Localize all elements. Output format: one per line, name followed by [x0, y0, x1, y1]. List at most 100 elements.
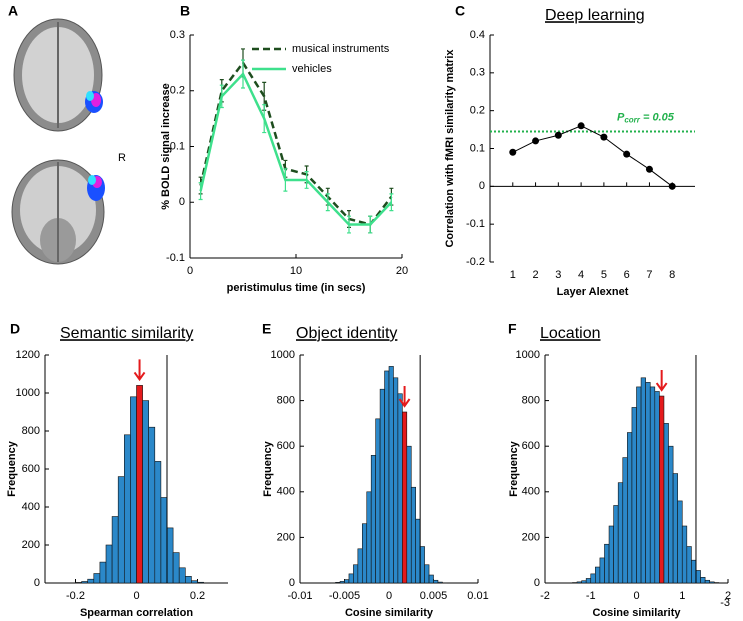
legend-label: musical instruments — [292, 43, 390, 55]
x-tick-label: 0 — [133, 590, 139, 602]
histogram-bar — [709, 581, 715, 584]
histogram-bar — [406, 445, 412, 584]
error-bar — [389, 193, 394, 212]
histogram-bar — [393, 377, 399, 584]
histogram-bar — [197, 581, 204, 584]
x-axis-label: Spearman correlation — [80, 607, 193, 619]
chart-title: Location — [540, 325, 601, 342]
histogram-bar — [388, 366, 394, 584]
activation — [86, 91, 94, 101]
histogram-bar — [686, 546, 692, 584]
histogram-bar — [649, 386, 656, 584]
data-point — [668, 182, 676, 190]
threshold-label: Pcorr = 0.05 — [617, 111, 675, 124]
y-tick-label: 800 — [277, 395, 295, 407]
histogram-bar — [691, 559, 697, 584]
x-axis-label: Cosine similarity — [592, 607, 681, 619]
histogram-bar — [604, 543, 610, 584]
series-line — [512, 125, 673, 187]
x-tick-label: -0.005 — [329, 590, 360, 602]
histogram-bar — [124, 434, 131, 584]
histogram-bar — [379, 388, 385, 584]
error-bar — [304, 170, 309, 189]
y-tick-label: 1000 — [16, 387, 40, 399]
histogram-bar — [375, 418, 381, 584]
histogram-bar — [677, 500, 683, 584]
error-bar — [283, 168, 288, 192]
histogram-bar — [617, 482, 624, 584]
y-axis-label: Frequency — [262, 440, 274, 497]
error-bar — [368, 215, 373, 234]
histogram-bar — [366, 491, 372, 584]
x-tick-label: 0.01 — [467, 590, 488, 602]
threshold-symbol: P — [617, 111, 625, 123]
histogram-bar — [631, 407, 637, 584]
histogram-bar — [636, 386, 642, 584]
histogram-bar — [410, 486, 416, 584]
y-tick-label: 400 — [522, 486, 540, 498]
y-tick-label: 0.2 — [470, 105, 485, 117]
x-tick-label: 0 — [633, 590, 639, 602]
histogram-bar — [353, 564, 359, 584]
y-tick-label: 1000 — [271, 349, 295, 361]
brain-panel: A R — [8, 3, 126, 265]
histogram-bar — [595, 566, 601, 584]
y-tick-label: 200 — [277, 531, 295, 543]
histogram-bar — [130, 396, 137, 584]
y-tick-label: 200 — [522, 531, 540, 543]
histogram-bar — [87, 578, 95, 584]
histogram-bar — [148, 426, 156, 584]
histogram-bar — [433, 579, 439, 584]
histogram-bar — [344, 579, 350, 584]
histogram-bar — [590, 573, 596, 584]
y-tick-label: 0 — [179, 196, 185, 208]
histogram-bar — [576, 581, 582, 584]
histogram-bar — [370, 455, 376, 584]
histogram-bar — [695, 570, 701, 584]
x-axis-label: Cosine similarity — [345, 607, 434, 619]
histogram-bar — [700, 576, 706, 584]
x-tick-label: 4 — [578, 269, 584, 281]
histogram-bar — [397, 393, 403, 584]
error-bar — [262, 104, 267, 134]
error-bar — [198, 182, 203, 201]
histogram-bar — [428, 574, 434, 584]
x-tick-label: 8 — [669, 269, 675, 281]
y-tick-label: 0.4 — [470, 29, 485, 41]
histogram-bar — [622, 457, 628, 584]
histogram-bar — [419, 546, 425, 584]
histogram-bar — [166, 527, 174, 584]
histogram-bar — [640, 377, 646, 584]
legend-label: vehicles — [292, 63, 332, 75]
x-tick-label: 7 — [646, 269, 652, 281]
y-tick-label: 0.1 — [470, 142, 485, 154]
x-tick-label: -0.01 — [287, 590, 312, 602]
histogram-bar — [81, 581, 88, 584]
y-tick-label: 0.3 — [470, 67, 485, 79]
highlight-arrow — [398, 386, 411, 408]
y-tick-label: -0.1 — [466, 218, 485, 230]
x-tick-label: 0.2 — [190, 590, 205, 602]
histogram-bar — [117, 476, 125, 584]
y-tick-label: 600 — [22, 463, 40, 475]
histogram-bar — [172, 552, 180, 584]
x-axis-label: peristimulus time (in secs) — [227, 282, 366, 294]
y-tick-label: 0 — [34, 577, 40, 589]
x-tick-label: 2 — [532, 269, 538, 281]
x-tick-label: 2 — [725, 590, 731, 602]
histogram-bar — [645, 382, 651, 584]
x-tick-label: 0.005 — [420, 590, 448, 602]
histogram-bar — [348, 573, 354, 584]
x-tick-label: 1 — [510, 269, 516, 281]
histogram-bar — [384, 370, 390, 584]
x-tick-label: -1 — [586, 590, 596, 602]
histogram-bar — [415, 518, 421, 584]
error-bar — [325, 193, 330, 212]
x-tick-label: 20 — [396, 265, 408, 277]
histogram-bar — [154, 461, 162, 584]
y-axis-label: % BOLD signal increase — [160, 83, 172, 210]
side-label: R — [118, 152, 126, 164]
data-point — [645, 165, 653, 173]
data-point — [623, 150, 631, 158]
